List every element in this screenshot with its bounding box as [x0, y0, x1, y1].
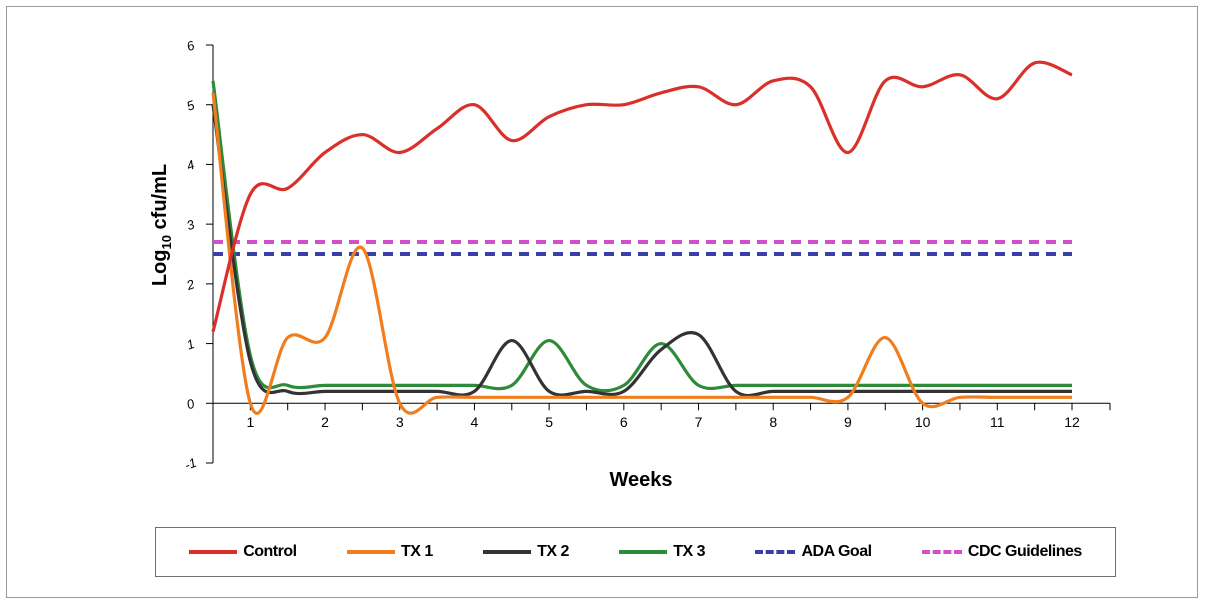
legend-item-tx-1: TX 1	[346, 543, 433, 561]
x-axis-title: Weeks	[609, 469, 672, 491]
series-line-tx-3	[211, 80, 1072, 393]
series-line-tx-1	[211, 92, 1072, 415]
y-tick-label: 1	[184, 336, 196, 353]
y-tick-label: 0	[184, 396, 197, 413]
y-tick-label: 6	[184, 37, 197, 54]
legend-item-cdc-guidelines: CDC Guidelines	[921, 543, 1082, 561]
x-tick-label: 2	[321, 414, 329, 430]
y-axis-title-rest: cfu/mL	[149, 164, 171, 235]
legend-item-control: Control	[189, 543, 297, 561]
y-tick-label: 5	[184, 97, 197, 114]
legend-swatch	[619, 550, 668, 554]
y-axis-title: Log10 cfu/mL	[149, 164, 174, 286]
x-tick-label: 11	[990, 414, 1005, 430]
legend-item-tx-2: TX 2	[483, 543, 569, 561]
legend-swatch	[346, 550, 395, 554]
series-line-control	[211, 60, 1073, 333]
y-tick-label: 3	[184, 216, 197, 233]
legend-label: TX 2	[537, 543, 569, 560]
x-tick-label: 8	[769, 414, 777, 430]
y-axis-title-main: Log	[149, 249, 171, 286]
legend-swatch	[755, 550, 796, 554]
legend-label: TX 1	[400, 543, 433, 560]
legend-label: Control	[243, 543, 297, 560]
chart-frame	[6, 6, 1198, 598]
y-axis-title-subscript: 10	[159, 235, 174, 249]
x-tick-label: 10	[915, 414, 931, 430]
legend-swatch	[189, 550, 238, 554]
x-tick-label: 1	[246, 414, 254, 430]
x-tick-label: 9	[844, 414, 852, 430]
legend-item-ada-goal: ADA Goal	[755, 543, 872, 561]
x-tick-label: 6	[620, 414, 628, 430]
y-tick-label: -1	[182, 455, 198, 473]
x-tick-label: 12	[1064, 414, 1080, 430]
legend-label: CDC Guidelines	[967, 543, 1082, 560]
legend-swatch	[483, 550, 532, 554]
legend-label: TX 3	[673, 543, 706, 560]
y-tick-label: 4	[184, 157, 196, 174]
y-tick-label: 2	[184, 276, 198, 293]
x-tick-label: 4	[471, 414, 479, 430]
legend-swatch	[921, 550, 962, 554]
legend: Control TX 1 TX 2 TX 3 ADA Goal CDC Guideline…	[155, 527, 1116, 577]
series-line-tx-2	[211, 104, 1072, 398]
series-layer	[211, 60, 1073, 415]
x-tick-label: 7	[695, 414, 703, 430]
legend-label: ADA Goal	[801, 543, 872, 560]
x-tick-label: 5	[545, 414, 553, 430]
x-tick-label: 3	[396, 414, 404, 430]
legend-item-tx-3: TX 3	[619, 543, 706, 561]
